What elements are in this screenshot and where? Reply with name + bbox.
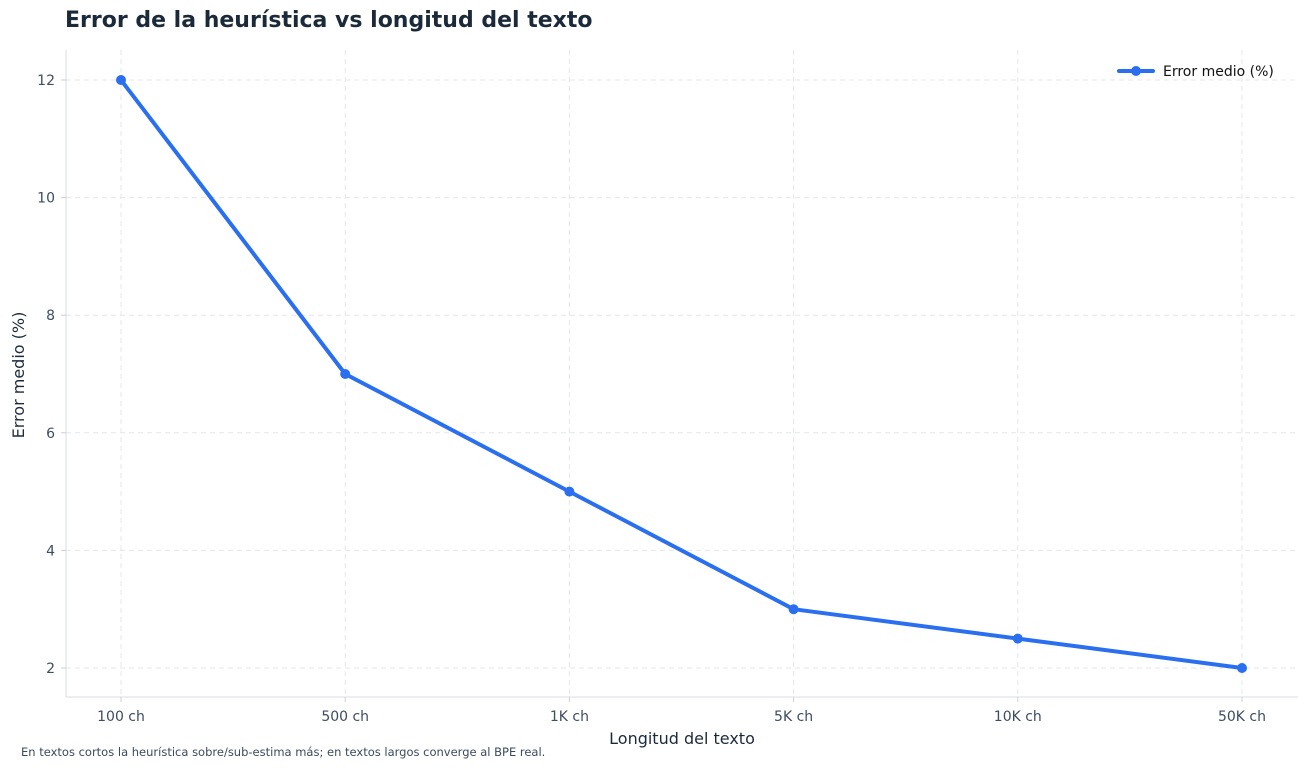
- y-tick-label: 10: [37, 191, 55, 207]
- legend-label: Error medio (%): [1163, 64, 1274, 80]
- y-axis-title: Error medio (%): [9, 312, 28, 439]
- legend: Error medio (%): [1117, 64, 1274, 80]
- y-tick-label: 4: [46, 543, 55, 559]
- chart-axes: [65, 50, 1298, 698]
- series-layer: [116, 75, 1247, 673]
- y-tick-label: 8: [46, 308, 55, 324]
- data-point: [1237, 663, 1247, 673]
- chart-title: Error de la heurística vs longitud del t…: [65, 8, 593, 33]
- y-tick-label: 6: [46, 426, 55, 442]
- legend-marker-swatch: [1131, 66, 1141, 76]
- data-point: [564, 486, 575, 497]
- y-tick-labels: 2 4 6 8 10 12: [37, 73, 66, 677]
- grid-lines: [66, 50, 1298, 697]
- x-tick-label: 500 ch: [321, 709, 369, 725]
- x-tick-label: 10K ch: [994, 709, 1042, 725]
- series-line: [119, 78, 1244, 670]
- x-tick-label: 50K ch: [1218, 709, 1266, 725]
- data-point: [788, 604, 799, 615]
- chart-footnote: En textos cortos la heurística sobre/sub…: [21, 745, 546, 759]
- x-tick-label: 1K ch: [550, 709, 589, 725]
- y-tick-label: 12: [37, 73, 55, 89]
- x-tick-label: 5K ch: [774, 709, 813, 725]
- data-point: [116, 75, 126, 85]
- x-axis-title: Longitud del texto: [609, 729, 755, 748]
- data-point: [1012, 633, 1023, 644]
- x-tick-labels: 100 ch 500 ch 1K ch 5K ch 10K ch 50K ch: [97, 697, 1266, 725]
- x-tick-label: 100 ch: [97, 709, 145, 725]
- y-tick-label: 2: [46, 661, 55, 677]
- data-point: [340, 369, 351, 379]
